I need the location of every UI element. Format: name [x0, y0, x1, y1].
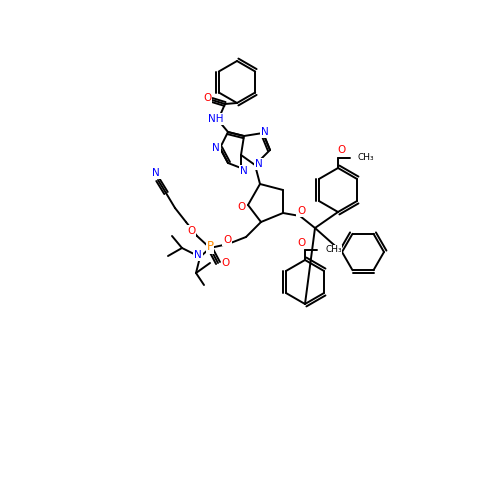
- Text: O: O: [338, 145, 346, 155]
- Text: N: N: [212, 143, 220, 153]
- Text: CH₃: CH₃: [358, 154, 374, 162]
- Text: O: O: [238, 202, 246, 212]
- Text: N: N: [194, 250, 202, 260]
- Text: O: O: [298, 238, 306, 248]
- Text: CH₃: CH₃: [325, 246, 342, 254]
- Text: P: P: [206, 240, 214, 254]
- Text: N: N: [152, 168, 160, 178]
- Text: N: N: [261, 127, 269, 137]
- Text: N: N: [255, 159, 263, 169]
- Text: O: O: [223, 235, 231, 245]
- Text: O: O: [297, 206, 305, 216]
- Text: O: O: [187, 226, 195, 236]
- Text: O: O: [222, 258, 230, 268]
- Text: N: N: [240, 166, 248, 176]
- Text: O: O: [203, 93, 211, 103]
- Text: NH: NH: [208, 114, 224, 124]
